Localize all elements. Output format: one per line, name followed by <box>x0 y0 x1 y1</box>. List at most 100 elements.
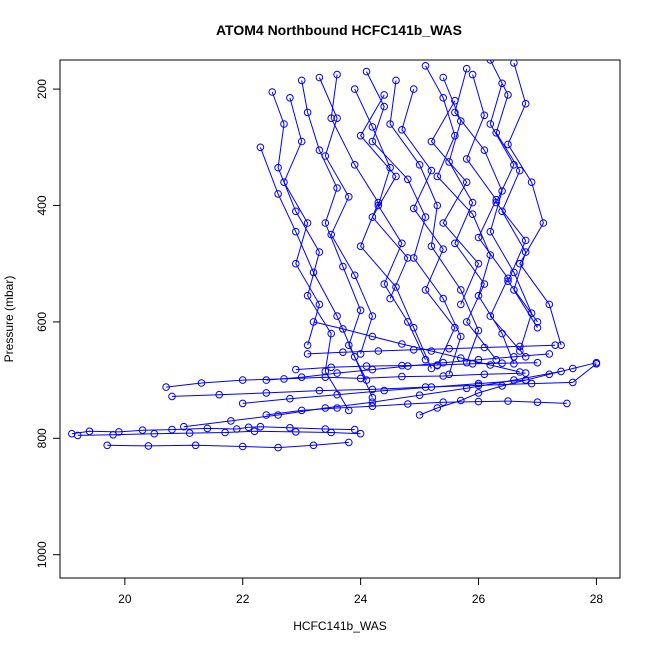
data-point <box>315 73 324 82</box>
data-point <box>504 397 512 405</box>
data-point <box>516 342 524 351</box>
data-point <box>451 323 459 332</box>
data-point <box>427 166 436 175</box>
data-point <box>327 230 336 239</box>
data-point <box>315 146 324 154</box>
data-point <box>380 386 389 395</box>
series-line-32 <box>430 100 480 305</box>
data-point <box>451 96 459 105</box>
data-point <box>498 187 506 195</box>
data-point <box>480 343 489 352</box>
x-tick-label: 22 <box>236 592 250 606</box>
data-point <box>362 376 371 384</box>
data-point <box>404 175 412 184</box>
data-point <box>292 227 300 236</box>
data-point <box>404 318 412 326</box>
data-point <box>474 397 483 406</box>
data-point <box>468 70 477 79</box>
data-point <box>433 201 442 210</box>
data-point <box>274 411 282 419</box>
data-point <box>303 341 312 350</box>
data-point <box>457 117 465 125</box>
x-tick-label: 20 <box>118 592 132 606</box>
data-point <box>409 346 418 354</box>
data-point <box>368 332 377 341</box>
data-point <box>521 236 530 245</box>
data-point <box>368 312 377 320</box>
data-point <box>380 280 389 288</box>
data-point <box>516 259 524 268</box>
data-point <box>486 227 495 236</box>
data-point <box>545 370 554 379</box>
data-point <box>427 364 436 373</box>
data-point <box>386 120 394 128</box>
series-line-19 <box>466 74 527 358</box>
y-tick-label: 800 <box>35 428 49 448</box>
data-point <box>398 361 406 370</box>
data-point <box>569 378 577 387</box>
x-axis: 20 22 24 26 28 <box>118 578 603 606</box>
data-point <box>510 353 518 361</box>
data-point <box>321 152 330 160</box>
data-point <box>280 375 288 383</box>
data-point <box>345 341 353 350</box>
data-point <box>262 411 271 419</box>
data-point <box>516 347 524 355</box>
data-point <box>262 376 271 384</box>
data-point <box>521 248 530 256</box>
data-point <box>462 155 471 163</box>
data-point <box>297 137 306 146</box>
data-point <box>221 428 229 437</box>
data-point <box>292 428 300 436</box>
data-point <box>504 91 512 99</box>
data-point <box>474 326 483 335</box>
data-point <box>468 210 477 218</box>
x-tick-label: 26 <box>472 592 486 606</box>
data-point <box>386 163 394 172</box>
data-point <box>150 429 159 438</box>
data-point <box>274 163 282 172</box>
data-point <box>498 359 506 368</box>
data-point <box>427 137 436 146</box>
data-point <box>345 406 353 415</box>
data-point <box>350 353 359 361</box>
data-point <box>404 362 412 370</box>
data-point <box>297 76 306 85</box>
data-point <box>286 94 294 102</box>
data-point <box>315 386 324 395</box>
series-line-21 <box>401 88 456 366</box>
data-point <box>380 91 389 99</box>
data-point <box>339 348 347 357</box>
data-point <box>162 383 170 391</box>
data-point <box>368 393 377 402</box>
data-point <box>292 207 300 216</box>
data-point <box>386 294 394 303</box>
data-point <box>492 355 501 364</box>
series-line-28 <box>242 379 526 404</box>
data-point <box>480 111 489 120</box>
y-axis-label: Pressure (mbar) <box>2 276 16 363</box>
data-point <box>433 404 442 412</box>
data-point <box>309 318 318 326</box>
data-point <box>439 358 448 367</box>
data-point <box>533 323 542 332</box>
data-point <box>392 172 400 181</box>
data-point <box>168 425 176 434</box>
data-point <box>368 123 377 131</box>
data-point <box>409 254 418 262</box>
data-point <box>274 190 282 198</box>
data-point <box>262 389 271 397</box>
data-point <box>427 242 436 250</box>
data-point <box>521 376 530 384</box>
data-point <box>280 120 288 128</box>
data-point <box>468 198 477 207</box>
data-point <box>315 300 324 309</box>
data-point <box>457 286 465 294</box>
data-point <box>321 373 330 382</box>
data-point <box>504 274 512 283</box>
series-line-11 <box>301 80 367 381</box>
data-point <box>474 379 483 388</box>
data-point <box>238 442 247 451</box>
series-line-5 <box>171 363 597 397</box>
data-point <box>144 442 153 450</box>
